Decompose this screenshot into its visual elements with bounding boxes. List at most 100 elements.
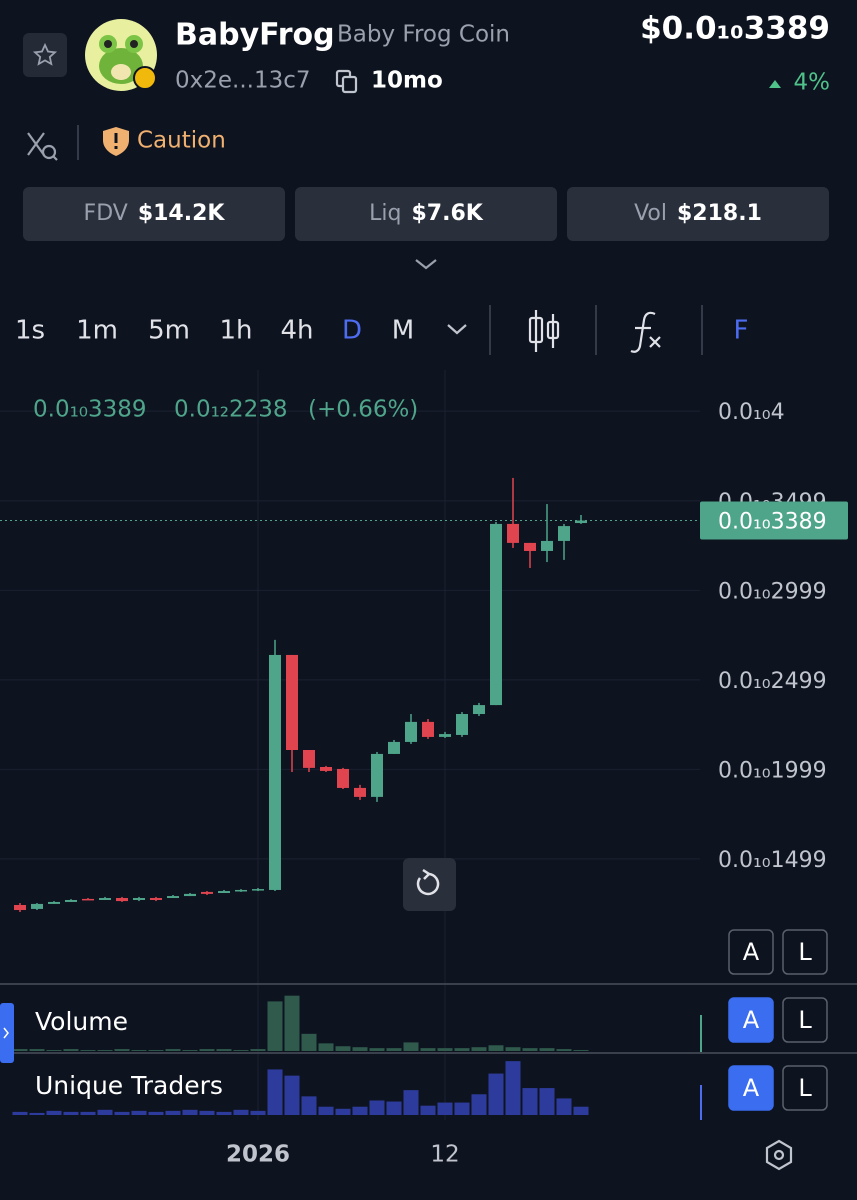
- candle-body: [252, 889, 264, 891]
- bar: [522, 1088, 538, 1115]
- bar: [284, 1075, 300, 1115]
- side-tab[interactable]: [0, 1003, 14, 1063]
- bar: [29, 1049, 45, 1051]
- bar: [267, 1001, 283, 1051]
- bar: [182, 1050, 198, 1051]
- bar: [216, 1111, 232, 1115]
- bar: [471, 1094, 487, 1115]
- bar: [114, 1111, 130, 1115]
- y-tick-label: 0.0₁₀2499: [718, 669, 827, 694]
- candle-body: [201, 891, 213, 894]
- bar: [131, 1110, 147, 1115]
- bar: [352, 1047, 368, 1051]
- candle-body: [31, 903, 43, 909]
- candle-body: [48, 901, 60, 904]
- candle-body: [371, 753, 383, 797]
- candle-body: [133, 898, 145, 900]
- bar: [403, 1090, 419, 1115]
- candle-type-icon[interactable]: [528, 310, 560, 352]
- bar: [335, 1046, 351, 1051]
- stat: FDV $14.2K: [84, 201, 226, 226]
- y-tick-label: 0.0₁₀2999: [718, 579, 827, 604]
- scale-button[interactable]: [728, 1065, 774, 1111]
- candle-body: [354, 787, 366, 797]
- candle-body: [490, 523, 502, 706]
- bar: [420, 1105, 436, 1115]
- toolbar-f[interactable]: F: [734, 316, 749, 346]
- bar: [165, 1049, 181, 1051]
- candle-body: [507, 523, 519, 543]
- bar: [182, 1109, 198, 1115]
- candle-body: [269, 654, 281, 890]
- legend-change: 0.0₁₂2238: [174, 397, 288, 423]
- bar: [539, 1048, 555, 1051]
- timeframe[interactable]: 5m: [148, 316, 190, 346]
- stat-label: FDV: [84, 201, 128, 226]
- bar: [97, 1109, 113, 1115]
- candle-body: [405, 721, 417, 742]
- candle-body: [218, 891, 230, 894]
- more-timeframes[interactable]: [447, 324, 467, 335]
- timeframe[interactable]: M: [392, 316, 414, 346]
- stat: Liq $7.6K: [369, 201, 484, 226]
- scale-button[interactable]: [728, 997, 774, 1043]
- scale-button[interactable]: [782, 1065, 828, 1111]
- bar: [80, 1111, 96, 1115]
- bar: [318, 1043, 334, 1051]
- candle-body: [82, 898, 94, 901]
- favorite-button[interactable]: [23, 33, 67, 77]
- timeframe[interactable]: 1m: [76, 316, 118, 346]
- price-change: 4%: [794, 70, 831, 96]
- y-tick-label: 0.0₁₀1999: [718, 758, 827, 783]
- bar: [505, 1047, 521, 1051]
- bar: [63, 1111, 79, 1115]
- bar: [63, 1049, 79, 1051]
- token-symbol: BabyFrog: [175, 18, 335, 53]
- stat: Vol $218.1: [634, 201, 762, 226]
- scale-button[interactable]: [782, 997, 828, 1043]
- scale-button[interactable]: [782, 929, 828, 975]
- stat-box: [23, 187, 285, 241]
- scale-button[interactable]: [728, 929, 774, 975]
- x-tick-label: 12: [430, 1142, 459, 1168]
- token-age: 10mo: [371, 68, 443, 94]
- bar: [352, 1106, 368, 1115]
- reset-button[interactable]: [403, 858, 456, 911]
- stat-value: $218.1: [677, 201, 762, 226]
- bar: [488, 1045, 504, 1051]
- star-icon: [32, 42, 58, 66]
- legend-price: 0.0₁₀3389: [33, 397, 147, 423]
- bar: [216, 1049, 232, 1051]
- settings-icon[interactable]: [765, 1139, 793, 1171]
- candle-body: [320, 767, 332, 771]
- candle-body: [388, 741, 400, 754]
- candle-body: [541, 540, 553, 551]
- expand-chevron[interactable]: [415, 259, 437, 270]
- bar: [335, 1108, 351, 1115]
- candle-body: [184, 893, 196, 897]
- bar: [199, 1049, 215, 1051]
- bar: [505, 1061, 521, 1115]
- legend-change-percent: (+0.66%): [308, 397, 418, 423]
- indicators-icon[interactable]: [630, 311, 661, 353]
- scale-button-label: A: [743, 938, 760, 966]
- bar: [369, 1048, 385, 1051]
- timeframe[interactable]: 1h: [219, 316, 252, 346]
- bar: [199, 1110, 215, 1115]
- bar: [420, 1048, 436, 1051]
- bar: [250, 1110, 266, 1115]
- pane-title: Unique Traders: [35, 1071, 223, 1100]
- bar: [165, 1110, 181, 1115]
- candle-body: [14, 905, 26, 911]
- timeframe[interactable]: 4h: [280, 316, 313, 346]
- audit-icon[interactable]: [27, 132, 58, 161]
- bar: [318, 1106, 334, 1115]
- y-tick-label: 0.0₁₀4: [718, 400, 785, 425]
- copy-icon[interactable]: [335, 69, 358, 94]
- timeframe[interactable]: D: [342, 316, 362, 346]
- timeframe[interactable]: 1s: [15, 316, 45, 346]
- side-tab-arrow: [3, 1027, 9, 1039]
- bar: [437, 1102, 453, 1115]
- bar: [114, 1049, 130, 1051]
